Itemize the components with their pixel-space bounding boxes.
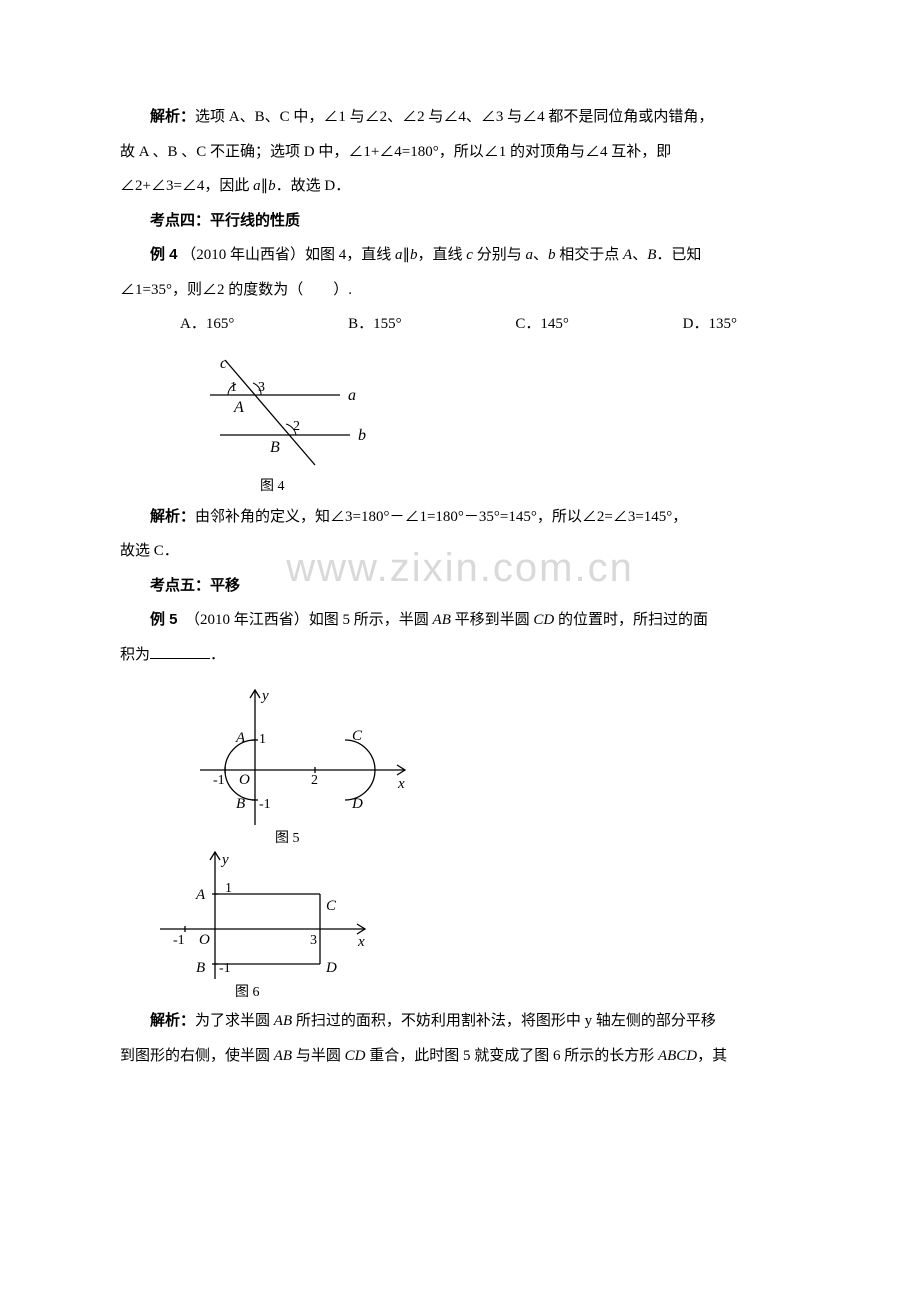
fig4-caption: 图 4 xyxy=(260,479,285,494)
fig5-y: y xyxy=(260,688,269,704)
analysis-1-line3: ∠2+∠3=∠4，因此 a∥b．故选 D． xyxy=(120,169,800,204)
fig5-O: O xyxy=(239,772,250,788)
fig5-caption: 图 5 xyxy=(275,831,300,846)
fig4-3: 3 xyxy=(258,380,265,395)
figure-6: y x A B C D O 1 -1 -1 3 图 6 xyxy=(140,844,800,1004)
option-a: A．165° xyxy=(150,307,234,342)
fig6-B: B xyxy=(196,960,205,976)
example-4-options: A．165° B．155° C．145° D．135° xyxy=(120,307,800,342)
fig5-1: 1 xyxy=(259,732,266,747)
option-d: D．135° xyxy=(653,307,737,342)
example-4-line2: ∠1=35°，则∠2 的度数为（ ）. xyxy=(120,273,800,308)
fig4-B: B xyxy=(270,439,280,456)
analysis-label: 解析： xyxy=(150,108,195,125)
example-5-line1: 例 5 （2010 年江西省）如图 5 所示，半圆 AB 平移到半圆 CD 的位… xyxy=(120,603,800,638)
fig6-C: C xyxy=(326,898,337,914)
example-4-line1: 例 4 （2010 年山西省）如图 4，直线 a∥b，直线 c 分别与 a、b … xyxy=(120,238,800,273)
fig5-m1b: -1 xyxy=(259,797,271,812)
fig6-1: 1 xyxy=(225,881,232,896)
fig6-A: A xyxy=(195,887,206,903)
fig4-b: b xyxy=(358,427,366,444)
fig6-D: D xyxy=(325,960,337,976)
kp5-heading: 考点五：平移 xyxy=(120,569,800,604)
fig4-2: 2 xyxy=(293,419,300,434)
example-5-label: 例 5 xyxy=(150,611,178,628)
figure-4: c a b A B 1 3 2 图 4 xyxy=(180,350,800,500)
fig6-m1a: -1 xyxy=(173,933,185,948)
fig6-m1b: -1 xyxy=(219,961,231,976)
fig6-O: O xyxy=(199,932,210,948)
fig6-y: y xyxy=(220,852,229,868)
analysis-4-line1: 解析：由邻补角的定义，知∠3=180°－∠1=180°－35°=145°，所以∠… xyxy=(120,500,800,535)
fig5-D: D xyxy=(351,796,363,812)
kp4-heading: 考点四：平行线的性质 xyxy=(120,204,800,239)
fig6-x: x xyxy=(357,934,365,950)
fig4-c: c xyxy=(220,355,227,372)
analysis-4-label: 解析： xyxy=(150,508,195,525)
fig5-B: B xyxy=(236,796,245,812)
fig5-m1a: -1 xyxy=(213,773,225,788)
fig5-A: A xyxy=(235,730,246,746)
example-4-label: 例 4 xyxy=(150,246,178,263)
analysis-5-label: 解析： xyxy=(150,1012,195,1029)
analysis-1-line2: 故 A 、B 、C 不正确；选项 D 中，∠1+∠4=180°，所以∠1 的对顶… xyxy=(120,135,800,170)
fig4-a: a xyxy=(348,387,356,404)
analysis-5-line1: 解析：为了求半圆 AB 所扫过的面积，不妨利用割补法，将图形中 y 轴左侧的部分… xyxy=(120,1004,800,1039)
analysis-5-line2: 到图形的右侧，使半圆 AB 与半圆 CD 重合，此时图 5 就变成了图 6 所示… xyxy=(120,1039,800,1074)
fig6-3: 3 xyxy=(310,933,317,948)
fig4-1: 1 xyxy=(230,380,237,395)
fig6-caption: 图 6 xyxy=(235,985,260,1000)
fig5-x: x xyxy=(397,776,405,792)
analysis-1-line1: 解析：选项 A、B、C 中，∠1 与∠2、∠2 与∠4、∠3 与∠4 都不是同位… xyxy=(120,100,800,135)
example-5-line2: 积为． xyxy=(120,638,800,673)
fig5-C: C xyxy=(352,728,363,744)
option-b: B．155° xyxy=(318,307,402,342)
analysis-4-line2: 故选 C． xyxy=(120,534,800,569)
fig5-2: 2 xyxy=(311,773,318,788)
figure-5: y x A B C D O 1 -1 -1 2 图 5 xyxy=(180,680,800,850)
option-c: C．145° xyxy=(485,307,569,342)
blank-field xyxy=(150,658,210,659)
fig4-A: A xyxy=(233,399,244,416)
